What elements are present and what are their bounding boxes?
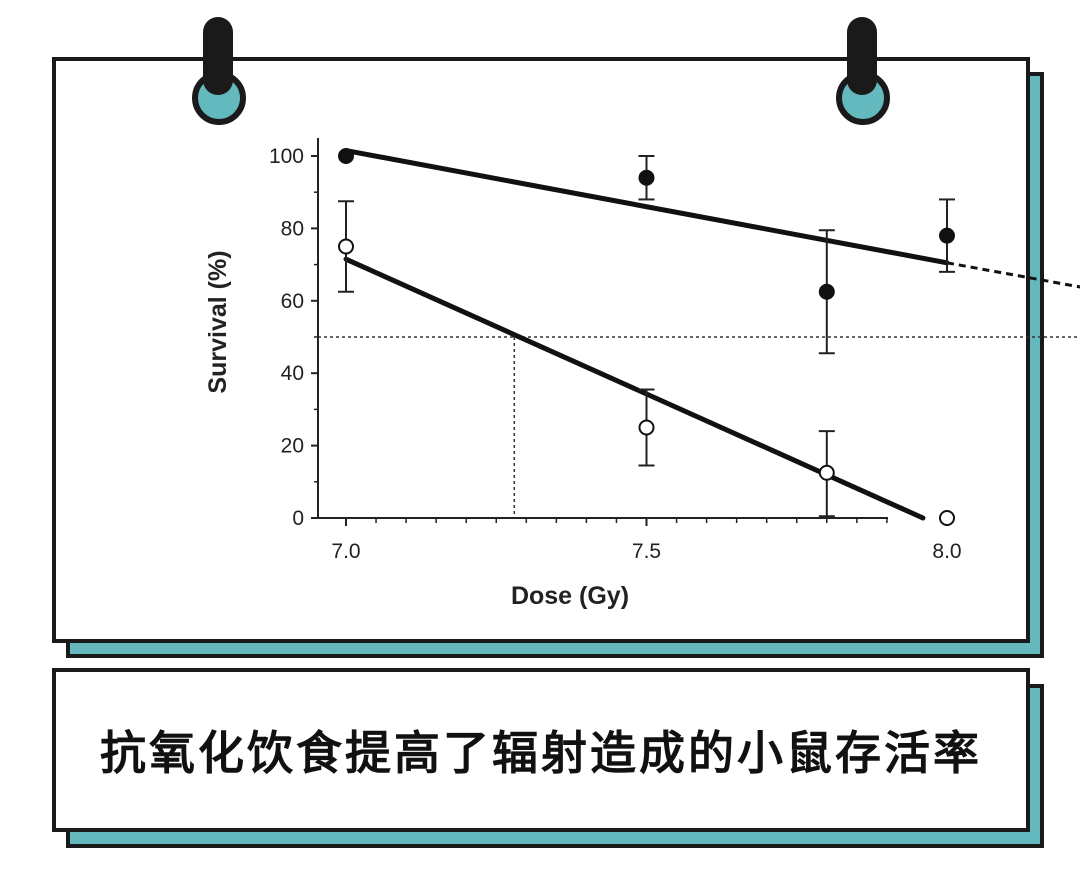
y-tick-label: 100 (269, 145, 304, 168)
y-axis-title: Survival (%) (204, 250, 232, 393)
fit-line-series-2 (343, 256, 926, 521)
data-point-open (638, 419, 655, 436)
y-tick-label: 60 (281, 290, 304, 313)
y-tick-label: 40 (281, 362, 304, 385)
data-point-open (818, 464, 835, 481)
data-point-filled (818, 283, 835, 300)
caption-card: 抗氧化饮食提高了辐射造成的小鼠存活率 (52, 668, 1030, 832)
fit-extrapolated-series-1 (946, 261, 1080, 289)
y-tick-label: 20 (281, 435, 304, 458)
data-point-filled (939, 227, 955, 244)
y-tick-label: 0 (292, 507, 304, 530)
data-point-open (939, 510, 955, 526)
x-tick-label: 8.0 (932, 540, 961, 563)
x-tick-label: 7.0 (331, 540, 360, 563)
data-point-open (338, 238, 354, 255)
caption-text: 抗氧化饮食提高了辐射造成的小鼠存活率 (100, 726, 982, 780)
binder-hook-left-icon (203, 17, 233, 95)
chart-card (52, 57, 1030, 643)
x-tick-label: 7.5 (632, 540, 661, 563)
x-axis-title: Dose (Gy) (511, 582, 629, 610)
y-tick-label: 80 (281, 217, 304, 240)
data-point-filled (338, 148, 354, 164)
binder-hook-right-icon (847, 17, 877, 95)
fit-line-series-1 (343, 148, 950, 266)
data-point-filled (638, 169, 655, 186)
